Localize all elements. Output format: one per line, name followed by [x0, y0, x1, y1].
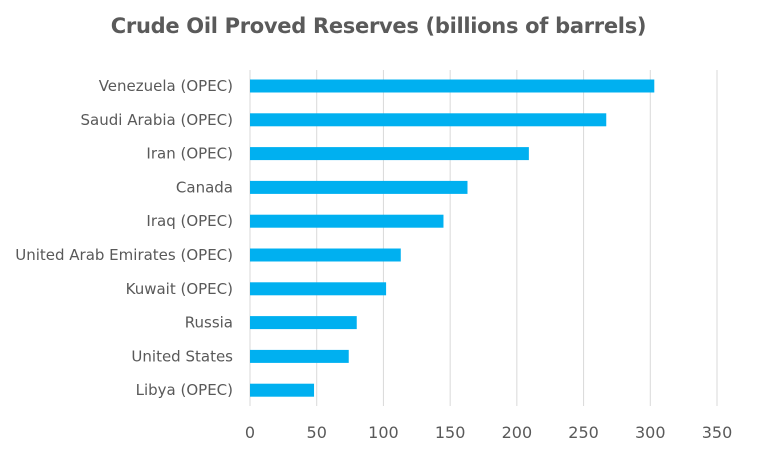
x-tick-label: 200 [502, 423, 533, 442]
bars [250, 79, 655, 397]
x-tick-label: 250 [568, 423, 599, 442]
bar [250, 383, 315, 397]
category-labels: Venezuela (OPEC) Saudi Arabia (OPEC) Iran … [15, 77, 233, 399]
bar [250, 214, 444, 228]
bar [250, 349, 349, 363]
category-label: Saudi Arabia (OPEC) [81, 111, 233, 129]
bar [250, 180, 468, 194]
x-axis-tick-labels: 0 50 100 150 200 250 300 350 [245, 423, 732, 442]
x-tick-label: 100 [368, 423, 399, 442]
chart-title: Crude Oil Proved Reserves (billions of b… [110, 14, 647, 38]
category-label: Iraq (OPEC) [146, 212, 233, 230]
x-tick-label: 350 [702, 423, 733, 442]
bar [250, 79, 655, 93]
x-tick-label: 50 [307, 423, 327, 442]
category-label: Iran (OPEC) [146, 145, 233, 163]
bar [250, 248, 401, 262]
bar [250, 147, 529, 161]
bar [250, 316, 357, 330]
bar [250, 282, 387, 296]
category-label: Libya (OPEC) [136, 381, 233, 399]
category-label: United States [131, 347, 233, 365]
x-tick-label: 0 [245, 423, 255, 442]
category-label: Russia [185, 314, 233, 332]
category-label: United Arab Emirates (OPEC) [15, 246, 233, 264]
category-label: Venezuela (OPEC) [99, 77, 233, 95]
x-tick-label: 150 [435, 423, 466, 442]
category-label: Kuwait (OPEC) [126, 280, 233, 298]
x-tick-label: 300 [635, 423, 666, 442]
category-label: Canada [176, 178, 233, 196]
bar [250, 113, 607, 127]
